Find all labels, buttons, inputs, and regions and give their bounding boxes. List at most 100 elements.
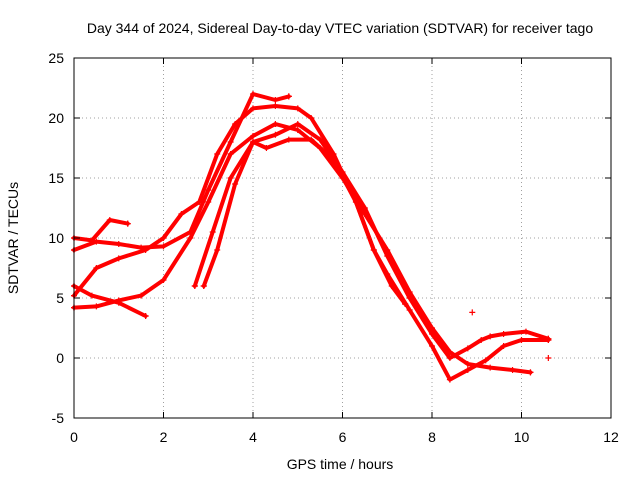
data-point-track-6 xyxy=(464,367,471,373)
data-point-track-7 xyxy=(361,205,368,211)
series-track-3 xyxy=(72,284,148,318)
x-axis-label: GPS time / hours xyxy=(287,456,394,472)
data-point-track-6 xyxy=(384,271,391,277)
y-tick-label: 0 xyxy=(56,350,64,366)
data-point-track-4 xyxy=(178,211,185,217)
data-point-track-6 xyxy=(406,307,413,313)
data-point-track-4 xyxy=(294,105,301,112)
data-point-track-3 xyxy=(88,292,95,299)
data-point-track-7 xyxy=(339,169,346,175)
data-point-track-4 xyxy=(196,199,203,205)
series-track-1 xyxy=(72,218,130,243)
data-point-track-7 xyxy=(478,337,485,343)
data-point-track-2 xyxy=(250,91,256,97)
data-point-track-5 xyxy=(487,364,494,371)
data-point-track-6 xyxy=(482,357,489,364)
series-start-marker xyxy=(200,283,207,289)
ticks-layer: 0 2 4 6 8 10 12 -5 0 5 10 15 20 25 xyxy=(48,50,619,445)
data-point-track-6 xyxy=(209,229,216,235)
y-tick-label: 10 xyxy=(48,230,64,246)
data-point-track-4 xyxy=(250,105,256,112)
data-point-track-7 xyxy=(487,333,494,340)
data-point-track-6 xyxy=(227,175,234,181)
data-point-track-2 xyxy=(205,187,212,193)
data-point-track-7 xyxy=(232,181,239,187)
data-point-track-5 xyxy=(272,121,279,127)
data-point-track-5 xyxy=(509,367,516,373)
series-track-7 xyxy=(201,122,551,360)
data-point-track-7 xyxy=(406,295,413,301)
data-point-track-5 xyxy=(138,292,145,299)
data-point-track-4 xyxy=(214,151,221,157)
isolated-data-point xyxy=(469,309,476,316)
data-point-track-5 xyxy=(93,303,100,310)
series-end-marker xyxy=(142,313,149,319)
data-point-track-4 xyxy=(115,255,122,262)
data-point-track-5 xyxy=(294,127,301,133)
data-point-track-7 xyxy=(317,136,324,143)
x-tick-label: 10 xyxy=(514,429,530,445)
data-point-track-7 xyxy=(250,139,256,145)
data-point-track-2 xyxy=(160,243,167,250)
x-tick-label: 0 xyxy=(70,429,78,445)
data-point-track-7 xyxy=(446,355,453,361)
series-start-marker xyxy=(191,283,198,289)
y-tick-label: 15 xyxy=(48,170,64,186)
data-point-track-6 xyxy=(500,343,507,349)
isolated-data-point xyxy=(545,355,552,361)
data-point-track-6 xyxy=(263,145,270,151)
data-point-track-6 xyxy=(352,199,359,205)
data-point-track-4 xyxy=(93,265,100,271)
y-tick-label: 20 xyxy=(48,110,64,126)
series-end-marker xyxy=(285,93,292,100)
data-point-track-5 xyxy=(205,199,212,205)
x-tick-label: 12 xyxy=(603,429,619,445)
data-point-track-6 xyxy=(429,343,435,349)
y-tick-label: 25 xyxy=(48,50,64,66)
data-point-track-7 xyxy=(384,253,391,259)
series-end-marker xyxy=(527,369,534,376)
data-point-track-7 xyxy=(522,328,529,335)
data-point-track-5 xyxy=(187,235,194,241)
data-point-track-7 xyxy=(500,331,507,337)
data-point-track-7 xyxy=(214,247,221,253)
data-point-track-4 xyxy=(160,235,167,241)
y-axis-label: SDTVAR / TECUs xyxy=(5,182,21,294)
x-tick-label: 2 xyxy=(160,429,168,445)
data-point-track-7 xyxy=(429,331,435,337)
chart-title: Day 344 of 2024, Sidereal Day-to-day VTE… xyxy=(87,20,594,36)
x-tick-label: 6 xyxy=(339,429,347,445)
data-point-track-5 xyxy=(160,277,167,283)
data-point-track-7 xyxy=(464,345,471,352)
data-point-track-2 xyxy=(115,241,122,247)
series-end-marker xyxy=(124,220,131,227)
series-layer xyxy=(71,91,552,383)
data-point-track-6 xyxy=(308,136,315,143)
data-point-track-5 xyxy=(250,133,256,139)
grid-layer xyxy=(74,58,611,418)
data-point-track-4 xyxy=(272,103,279,109)
series-track-6 xyxy=(192,137,551,382)
y-tick-label: 5 xyxy=(56,290,64,306)
data-point-track-7 xyxy=(294,121,301,127)
data-point-track-6 xyxy=(285,136,292,143)
data-point-track-1 xyxy=(106,217,113,223)
data-point-track-6 xyxy=(518,337,525,343)
data-point-track-5 xyxy=(227,151,234,157)
data-point-track-2 xyxy=(227,139,234,145)
data-point-track-7 xyxy=(272,131,279,138)
y-tick-label: -5 xyxy=(52,410,65,426)
series-end-marker xyxy=(545,335,552,342)
data-point-track-6 xyxy=(370,247,377,253)
data-point-track-4 xyxy=(142,247,149,253)
x-tick-label: 4 xyxy=(249,429,257,445)
data-point-track-4 xyxy=(232,121,239,127)
data-point-track-5 xyxy=(115,297,122,304)
data-point-track-4 xyxy=(308,115,315,121)
data-point-track-2 xyxy=(93,238,100,245)
data-point-track-6 xyxy=(446,376,453,383)
x-tick-label: 8 xyxy=(428,429,436,445)
data-point-track-2 xyxy=(272,97,279,103)
data-point-track-5 xyxy=(464,361,471,367)
